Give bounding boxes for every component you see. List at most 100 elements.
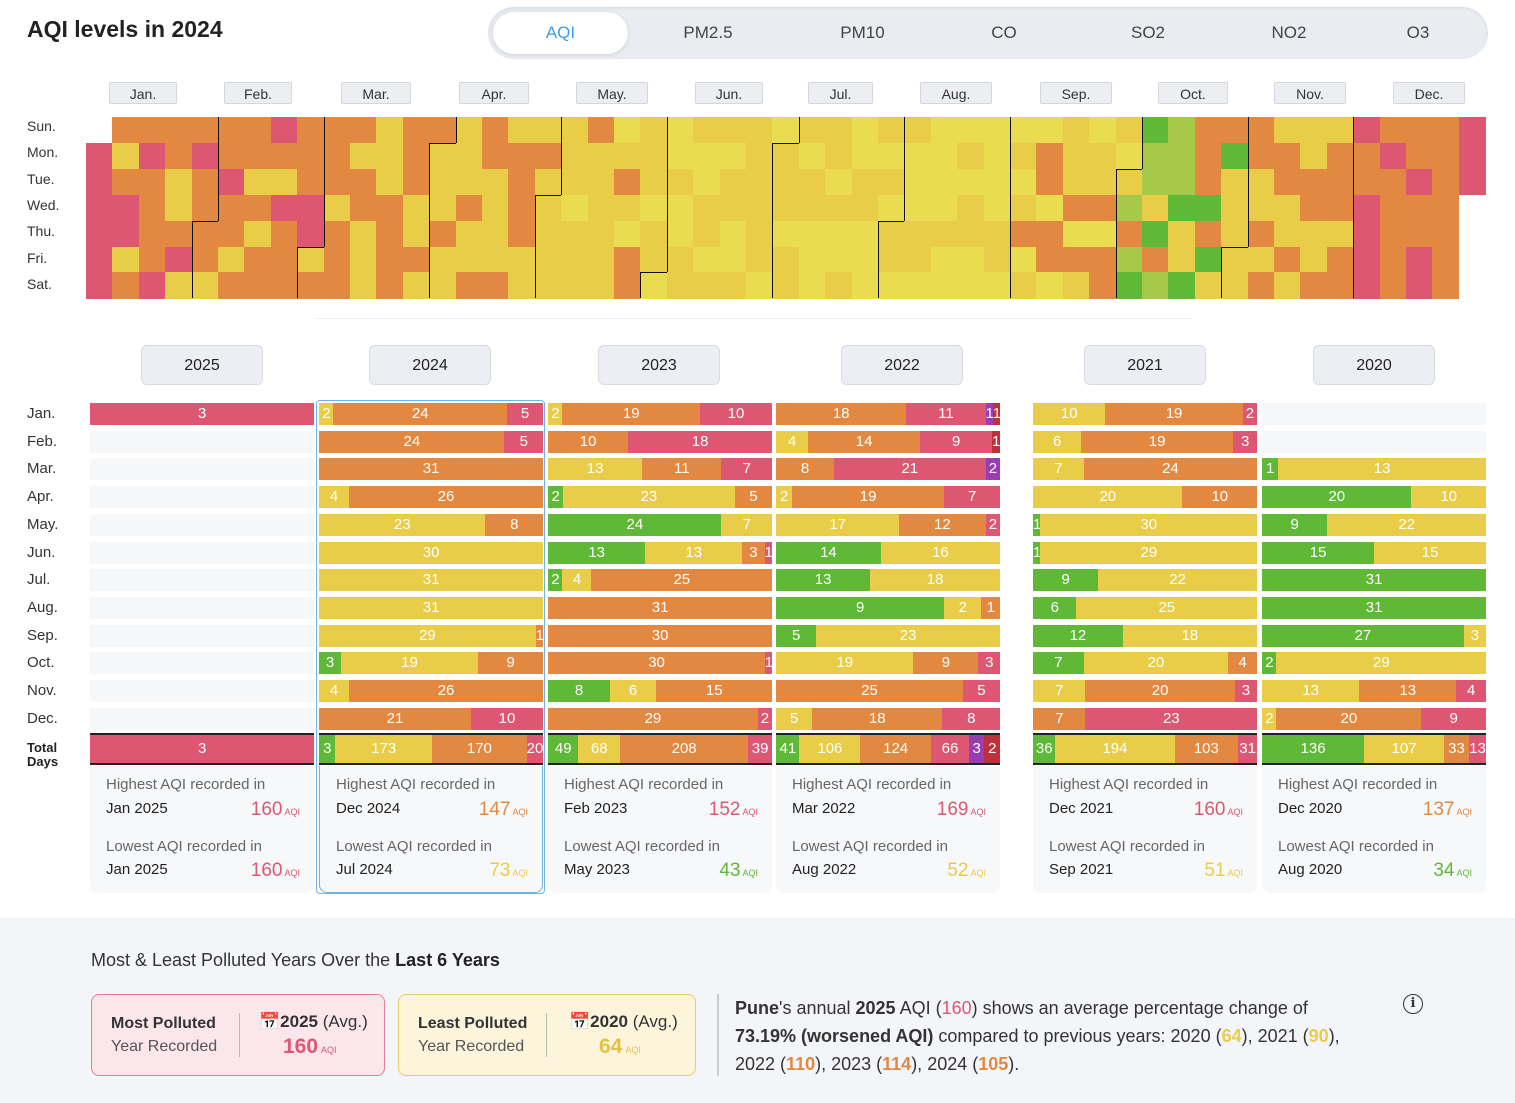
total-segment[interactable]: 136 [1262, 735, 1365, 763]
calendar-day-cell[interactable] [1379, 142, 1407, 170]
calendar-day-cell[interactable] [1115, 142, 1143, 170]
calendar-day-cell[interactable] [323, 117, 351, 144]
calendar-day-cell[interactable] [1089, 142, 1117, 170]
total-days-bar[interactable]: 36 194 103 31 [1033, 733, 1258, 765]
month-bar[interactable]: 2 20 9 [1262, 707, 1487, 730]
bar-segment[interactable]: 13 [1359, 680, 1457, 702]
bar-segment[interactable]: 18 [628, 430, 773, 453]
calendar-day-cell[interactable] [402, 272, 430, 299]
month-bar[interactable]: 31 [319, 596, 544, 619]
calendar-day-cell[interactable] [587, 168, 615, 196]
calendar-day-cell[interactable] [587, 272, 615, 299]
calendar-day-cell[interactable] [640, 142, 668, 170]
calendar-day-cell[interactable] [191, 142, 219, 170]
bar-segment[interactable]: 18 [869, 569, 1001, 592]
calendar-day-cell[interactable] [508, 194, 536, 222]
calendar-day-cell[interactable] [112, 194, 140, 222]
calendar-day-cell[interactable] [323, 168, 351, 196]
calendar-day-cell[interactable] [640, 220, 668, 247]
calendar-day-cell[interactable] [1406, 168, 1433, 196]
bar-segment[interactable]: 29 [548, 707, 758, 730]
calendar-day-cell[interactable] [1010, 194, 1037, 222]
bar-segment[interactable]: 5 [776, 624, 817, 647]
calendar-day-cell[interactable] [798, 117, 826, 144]
calendar-day-cell[interactable] [614, 142, 641, 170]
calendar-day-cell[interactable] [719, 168, 747, 196]
calendar-day-cell[interactable] [1010, 220, 1037, 247]
calendar-day-cell[interactable] [983, 142, 1011, 170]
calendar-day-cell[interactable] [693, 168, 721, 196]
calendar-day-cell[interactable] [1300, 220, 1328, 247]
bar-segment[interactable]: 10 [1033, 403, 1106, 425]
calendar-day-cell[interactable] [244, 272, 272, 299]
calendar-day-cell[interactable] [244, 142, 272, 170]
calendar-day-cell[interactable] [429, 168, 457, 196]
calendar-day-cell[interactable] [930, 194, 958, 222]
calendar-day-cell[interactable] [1089, 246, 1117, 273]
calendar-day-cell[interactable] [86, 142, 113, 170]
calendar-day-cell[interactable] [798, 168, 826, 196]
bar-segment[interactable]: 2 [1242, 403, 1258, 425]
calendar-day-cell[interactable] [534, 142, 562, 170]
bar-segment[interactable]: 2 [944, 596, 982, 619]
bar-segment[interactable]: 8 [942, 707, 1001, 730]
calendar-day-cell[interactable] [429, 272, 457, 299]
calendar-day-cell[interactable] [1221, 142, 1249, 170]
calendar-day-cell[interactable] [508, 142, 536, 170]
calendar-day-cell[interactable] [1221, 194, 1249, 222]
calendar-day-cell[interactable] [746, 220, 773, 247]
calendar-day-cell[interactable] [138, 168, 166, 196]
calendar-day-cell[interactable] [851, 117, 879, 144]
bar-segment[interactable]: 1 [981, 596, 1001, 619]
calendar-day-cell[interactable] [1168, 168, 1196, 196]
calendar-day-cell[interactable] [1406, 194, 1433, 222]
calendar-day-cell[interactable] [270, 142, 298, 170]
calendar-day-cell[interactable] [1062, 220, 1090, 247]
bar-segment[interactable]: 4 [776, 430, 809, 453]
month-bar[interactable]: 30 1 [548, 652, 773, 675]
calendar-day-cell[interactable] [1353, 272, 1381, 299]
calendar-day-cell[interactable] [1089, 117, 1117, 144]
calendar-day-cell[interactable] [1379, 272, 1407, 299]
calendar-day-cell[interactable] [1300, 168, 1328, 196]
bar-segment[interactable]: 9 [913, 652, 979, 675]
calendar-day-cell[interactable] [1379, 117, 1407, 144]
bar-segment[interactable]: 2 [548, 403, 563, 425]
bar-segment[interactable]: 13 [645, 541, 743, 564]
bar-segment[interactable]: 24 [548, 513, 722, 536]
calendar-day-cell[interactable] [297, 272, 325, 299]
calendar-day-cell[interactable] [482, 220, 509, 247]
month-bar[interactable]: 1 13 [1262, 458, 1487, 481]
calendar-day-cell[interactable] [1089, 272, 1117, 299]
bar-segment[interactable]: 27 [1262, 624, 1464, 647]
calendar-day-cell[interactable] [1432, 194, 1460, 222]
bar-segment[interactable]: 2 [985, 458, 1001, 481]
bar-segment[interactable]: 11 [641, 458, 722, 481]
calendar-day-cell[interactable] [693, 272, 721, 299]
calendar-day-cell[interactable] [851, 168, 879, 196]
calendar-day-cell[interactable] [640, 117, 668, 144]
bar-segment[interactable]: 22 [1327, 513, 1487, 536]
calendar-day-cell[interactable] [1458, 117, 1486, 144]
calendar-day-cell[interactable] [930, 246, 958, 273]
calendar-day-cell[interactable] [825, 220, 853, 247]
calendar-day-cell[interactable] [429, 194, 457, 222]
calendar-day-cell[interactable] [270, 168, 298, 196]
month-bar[interactable]: 4 14 9 1 [776, 430, 1001, 453]
calendar-day-cell[interactable] [746, 246, 773, 273]
calendar-day-cell[interactable] [1221, 117, 1249, 144]
calendar-day-cell[interactable] [878, 194, 905, 222]
calendar-day-cell[interactable] [957, 220, 985, 247]
calendar-day-cell[interactable] [772, 194, 800, 222]
bar-segment[interactable]: 12 [1033, 624, 1123, 647]
bar-segment[interactable]: 3 [1233, 430, 1258, 453]
calendar-day-cell[interactable] [878, 272, 905, 299]
calendar-day-cell[interactable] [218, 194, 245, 222]
calendar-day-cell[interactable] [1221, 220, 1249, 247]
calendar-day-cell[interactable] [561, 272, 589, 299]
calendar-day-cell[interactable] [165, 168, 193, 196]
calendar-day-cell[interactable] [904, 142, 932, 170]
calendar-day-cell[interactable] [666, 220, 694, 247]
calendar-day-cell[interactable] [86, 194, 113, 222]
